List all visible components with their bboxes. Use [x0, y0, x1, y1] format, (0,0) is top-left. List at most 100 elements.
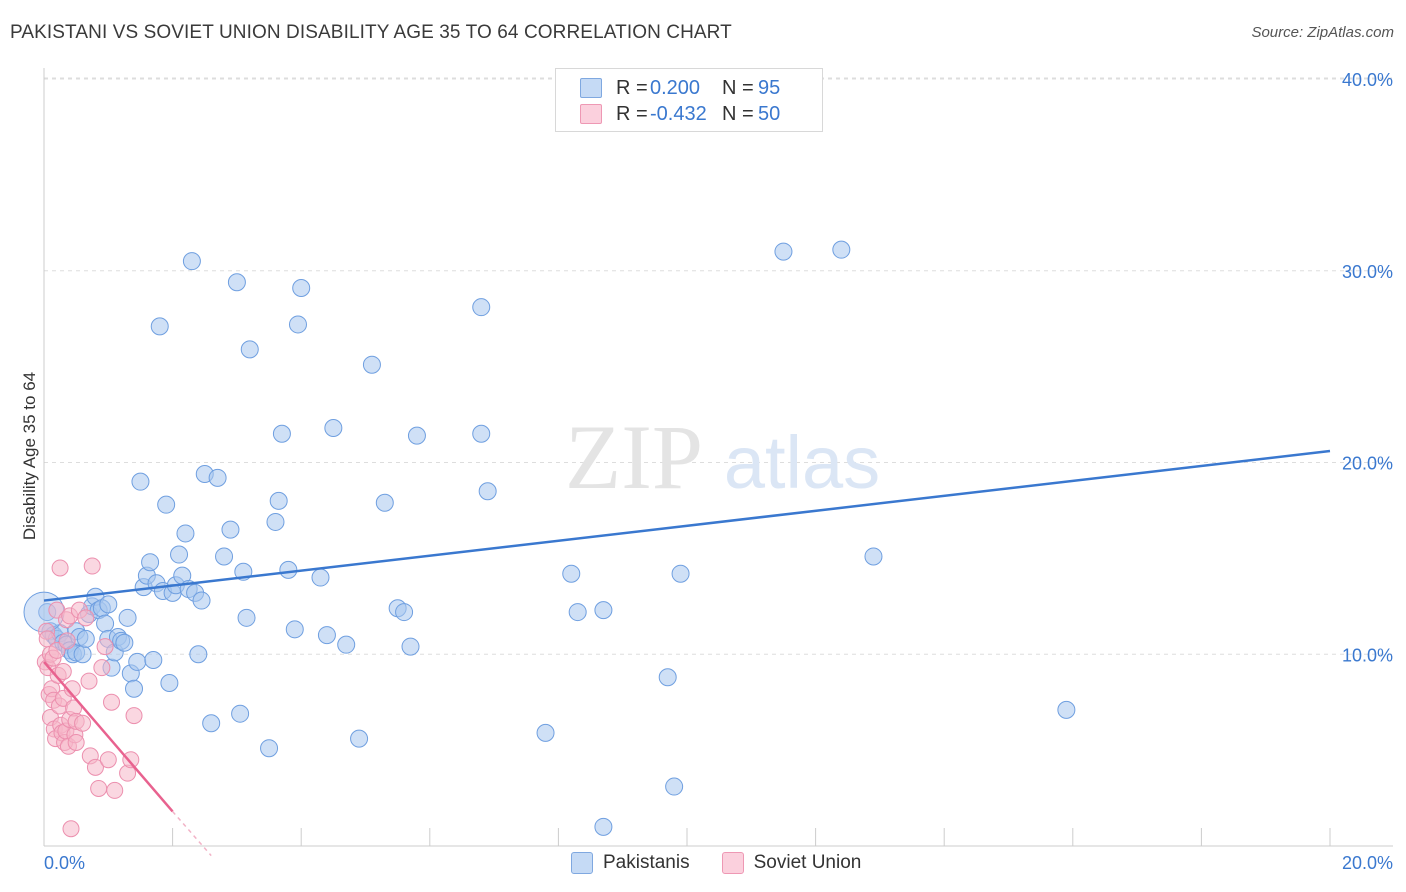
data-point-soviet-union [125, 707, 143, 725]
watermark-zip: ZIP [565, 406, 703, 508]
legend-label-pakistanis: Pakistanis [603, 852, 690, 873]
data-point-soviet-union [77, 609, 95, 627]
data-point-pakistanis [227, 273, 246, 292]
data-point-pakistanis [324, 418, 343, 437]
trend-line-pakistanis [43, 449, 1331, 602]
data-point-pakistanis [157, 495, 176, 514]
data-point-pakistanis [311, 568, 330, 587]
legend-r-value: -0.432 [650, 102, 707, 125]
watermark: ZIP atlas [565, 406, 880, 508]
legend-n-label: N = [722, 102, 754, 125]
data-point-pakistanis [292, 279, 311, 298]
data-point-pakistanis [182, 252, 201, 271]
data-point-pakistanis [170, 545, 189, 564]
y-tick-label: 40.0% [1342, 70, 1393, 90]
data-point-pakistanis [407, 426, 426, 445]
legend-swatch-blue [571, 852, 593, 874]
data-point-pakistanis [215, 547, 234, 566]
tick-labels: 10.0% 20.0% 30.0% 40.0% 0.0% 20.0% [44, 70, 1393, 873]
source-credit: Source: ZipAtlas.com [1251, 24, 1394, 41]
data-point-pakistanis [115, 633, 134, 652]
chart-title: PAKISTANI VS SOVIET UNION DISABILITY AGE… [10, 22, 732, 43]
y-tick-label: 10.0% [1342, 645, 1393, 665]
data-point-pakistanis [240, 340, 259, 359]
data-point-pakistanis [671, 564, 690, 583]
data-point-pakistanis [208, 468, 227, 487]
data-point-pakistanis [832, 240, 851, 259]
data-point-soviet-union [122, 751, 140, 769]
data-point-pakistanis [350, 729, 369, 748]
legend-row-soviet-union: R = -0.432 N = 50 [580, 102, 780, 126]
data-point-pakistanis [362, 355, 381, 374]
y-tick-label: 30.0% [1342, 262, 1393, 282]
data-point-pakistanis [472, 298, 491, 317]
data-point-soviet-union [106, 781, 124, 799]
data-point-pakistanis [125, 679, 144, 698]
legend-n-value: 50 [758, 102, 781, 125]
data-point-pakistanis [1057, 700, 1076, 719]
watermark-atlas: atlas [724, 421, 880, 504]
data-point-pakistanis [279, 560, 298, 579]
legend-swatch-blue [580, 78, 602, 98]
data-point-soviet-union [103, 693, 121, 711]
data-point-soviet-union [80, 672, 98, 690]
data-point-pakistanis [128, 652, 147, 671]
x-tick-label: 0.0% [44, 853, 85, 873]
legend-r-label: R = [616, 76, 648, 99]
legend-r-label: R = [616, 102, 648, 125]
data-point-pakistanis [665, 777, 684, 796]
trend-line-soviet-union [43, 661, 174, 813]
data-point-pakistanis [594, 817, 613, 836]
data-point-pakistanis [288, 315, 307, 334]
data-point-soviet-union [86, 758, 104, 776]
y-axis-label: Disability Age 35 to 64 [20, 371, 39, 541]
legend-item-soviet-union[interactable]: Soviet Union [721, 852, 862, 874]
data-point-pakistanis [176, 524, 195, 543]
data-point-pakistanis [96, 614, 115, 633]
data-point-pakistanis [141, 553, 160, 572]
data-point-pakistanis [317, 626, 336, 645]
data-point-soviet-union [93, 659, 111, 677]
legend-label-soviet-union: Soviet Union [753, 852, 862, 873]
data-point-pakistanis [774, 242, 793, 261]
legend-r-value: 0.200 [650, 76, 701, 99]
data-point-pakistanis [568, 603, 587, 622]
series-legend: Pakistanis Soviet Union [571, 852, 893, 874]
legend-swatch-pink [721, 852, 744, 874]
trend-lines [43, 449, 1331, 857]
data-point-pakistanis [395, 603, 414, 622]
data-point-pakistanis [99, 595, 118, 614]
data-point-pakistanis [144, 651, 163, 670]
data-point-pakistanis [150, 317, 169, 336]
data-point-pakistanis [237, 608, 256, 627]
series-soviet-union [36, 557, 143, 838]
data-point-soviet-union [67, 733, 85, 751]
data-point-pakistanis [189, 645, 208, 664]
data-point-soviet-union [63, 680, 81, 698]
x-tick-label: 20.0% [1342, 853, 1393, 873]
series-pakistanis [23, 240, 1076, 836]
data-point-pakistanis [221, 520, 240, 539]
data-point-soviet-union [83, 557, 101, 575]
data-point-pakistanis [536, 723, 555, 742]
data-point-pakistanis [192, 591, 211, 610]
data-point-pakistanis [269, 491, 288, 510]
data-point-pakistanis [401, 637, 420, 656]
data-point-pakistanis [864, 547, 883, 566]
data-point-pakistanis [118, 608, 137, 627]
legend-swatch-pink [580, 104, 602, 124]
y-tick-label: 20.0% [1342, 454, 1393, 474]
data-point-soviet-union [51, 559, 69, 577]
data-point-pakistanis [260, 739, 279, 758]
legend-n-label: N = [722, 76, 754, 99]
data-point-pakistanis [202, 714, 221, 733]
correlation-legend: R = 0.200 N = 95 R = -0.432 N = 50 [555, 68, 823, 132]
data-point-pakistanis [375, 493, 394, 512]
legend-item-pakistanis[interactable]: Pakistanis [571, 852, 690, 874]
data-point-pakistanis [231, 704, 250, 723]
data-point-pakistanis [160, 674, 179, 693]
data-point-pakistanis [131, 472, 150, 491]
data-point-pakistanis [266, 512, 285, 531]
data-point-soviet-union [58, 632, 76, 650]
